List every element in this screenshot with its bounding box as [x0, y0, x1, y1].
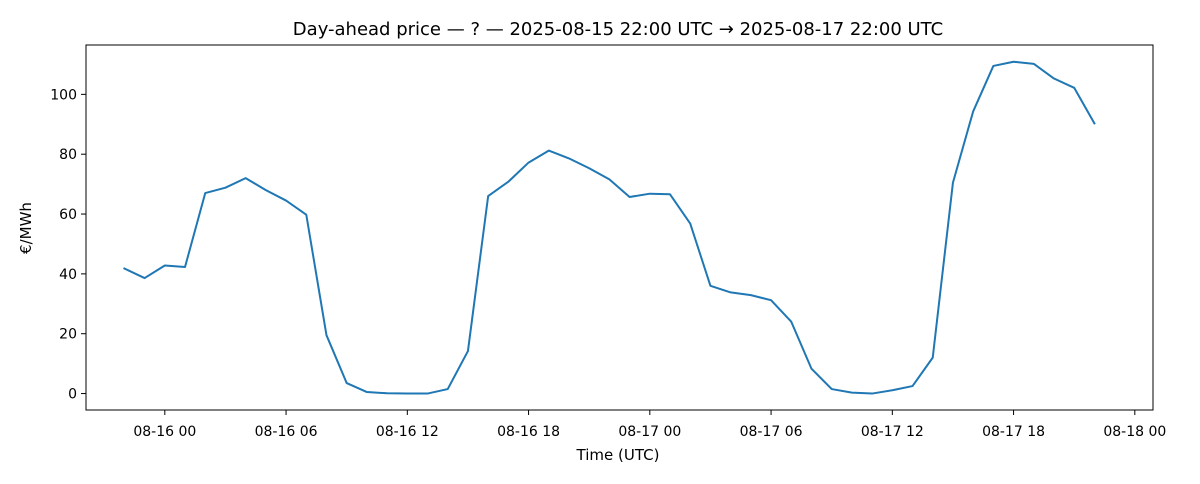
plot-frame	[85, 44, 1154, 411]
x-tick-label: 08-18 00	[1103, 424, 1166, 440]
axes: 0 20 40 60 80 100 08-16 00 08-16 06 08-16 12 08-1…	[50, 44, 1166, 440]
y-tick-label: 60	[59, 207, 77, 223]
x-tick-label: 08-16 18	[497, 424, 560, 440]
x-tick-label: 08-17 00	[618, 424, 681, 440]
y-tick-label: 80	[59, 147, 77, 163]
y-tick-label: 20	[59, 327, 77, 343]
x-tick-label: 08-17 18	[982, 424, 1045, 440]
series-line	[123, 60, 1096, 395]
y-axis-label: €/MWh	[17, 202, 35, 254]
x-tick-label: 08-16 06	[255, 424, 318, 440]
y-tick-label: 0	[68, 387, 77, 403]
y-tick-label: 100	[50, 87, 77, 103]
x-tick-label: 08-17 06	[740, 424, 803, 440]
x-tick-label: 08-16 00	[133, 424, 196, 440]
x-tick-label: 08-16 12	[376, 424, 439, 440]
x-axis-label: Time (UTC)	[576, 446, 660, 464]
y-tick-label: 40	[59, 267, 77, 283]
chart-title: Day-ahead price — ? — 2025-08-15 22:00 U…	[293, 19, 943, 40]
x-tick-label: 08-17 12	[861, 424, 924, 440]
series-layer	[123, 60, 1096, 395]
